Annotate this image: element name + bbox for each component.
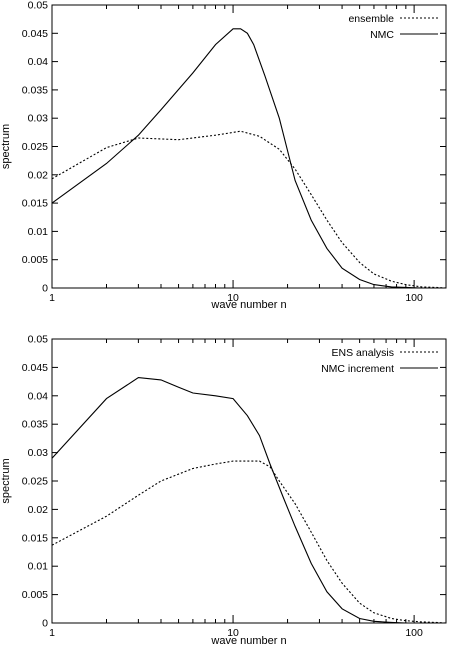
y-tick-label: 0.02: [28, 504, 49, 516]
y-tick-label: 0.03: [28, 447, 49, 459]
y-tick-label: 0.025: [22, 476, 48, 488]
legend-label: NMC increment: [321, 363, 394, 375]
y-tick-label: 0.045: [22, 362, 48, 374]
y-tick-label: 0.045: [22, 28, 48, 40]
x-tick-label: 1: [49, 292, 55, 304]
x-tick-label: 100: [405, 292, 423, 304]
x-axis-label: wave number n: [210, 299, 286, 311]
plot-frame: [51, 338, 447, 624]
y-tick-label: 0: [42, 283, 48, 295]
legend-label: ENS analysis: [332, 347, 394, 359]
y-tick-label: 0.025: [22, 141, 48, 153]
y-tick-label: 0.035: [22, 84, 48, 96]
x-axis-label: wave number n: [210, 635, 286, 647]
y-axis-label: spectrum: [0, 458, 12, 503]
y-tick-label: 0.04: [28, 56, 49, 68]
y-tick-label: 0.035: [22, 419, 48, 431]
y-tick-label: 0.04: [28, 390, 49, 402]
series-line-2: [51, 377, 446, 624]
x-tick-label: 10: [227, 292, 239, 304]
y-tick-label: 0.01: [28, 226, 49, 238]
y-tick-label: 0.05: [28, 334, 49, 346]
y-tick-label: 0.03: [28, 113, 49, 125]
y-tick-label: 0.01: [28, 561, 49, 573]
y-tick-label: 0.005: [22, 589, 48, 601]
series-line-1: [51, 460, 447, 624]
series-line-2: [51, 28, 446, 289]
chart-panel-2: 0 0.005 0.01 0.015 0.02 0.025 0.03 0.035 0.04 0.0…: [0, 334, 447, 647]
y-tick-label: 0.02: [28, 169, 49, 181]
y-tick-label: 0: [42, 618, 48, 630]
chart-panel-1: 0 0.005 0.01 0.015 0.02 0.025 0.03 0.035 0.04 0.0…: [0, 0, 447, 311]
series-line-1: [51, 130, 447, 289]
x-tick-label: 100: [405, 627, 423, 639]
plot-frame: [51, 4, 447, 289]
legend-label: NMC: [370, 29, 394, 41]
legend-label: ensemble: [348, 13, 394, 25]
y-axis-label: spectrum: [0, 124, 12, 169]
x-tick-label: 10: [227, 627, 239, 639]
x-tick-label: 1: [49, 627, 55, 639]
y-tick-label: 0.015: [22, 532, 48, 544]
y-tick-label: 0.005: [22, 254, 48, 266]
y-tick-label: 0.015: [22, 198, 48, 210]
y-tick-label: 0.05: [28, 0, 49, 12]
